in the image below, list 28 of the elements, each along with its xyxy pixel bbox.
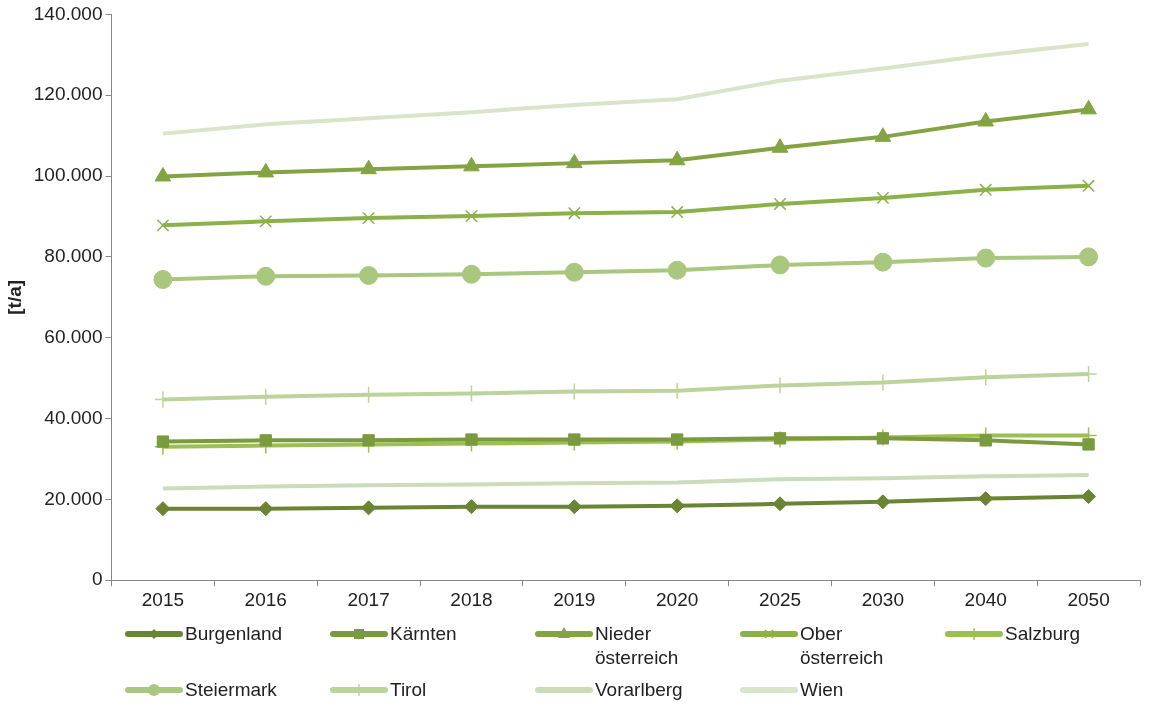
x-tick-label: 2017: [347, 588, 390, 610]
x-tick-label: 2030: [861, 588, 905, 610]
x-tick-label: 2016: [244, 588, 287, 610]
y-tick-label: 140.000: [33, 2, 103, 24]
x-tick-label: 2025: [758, 588, 802, 610]
legend-label: Wien: [800, 678, 845, 702]
legend-label: Tirol: [390, 678, 428, 702]
legend-label: Ober österreich: [800, 622, 885, 670]
legend-label: Burgenland: [185, 622, 284, 646]
y-tick-label: 120.000: [33, 83, 103, 105]
legend-label: Salzburg: [1005, 622, 1081, 646]
x-tick-label: 2019: [553, 588, 596, 610]
y-tick-label: 0: [91, 568, 103, 590]
x-tick-label: 2020: [656, 588, 699, 610]
legend-label: Nieder österreich: [595, 622, 680, 670]
x-tick-label: 2015: [141, 588, 185, 610]
y-tick-label: 40.000: [44, 406, 103, 428]
x-tick-label: 2050: [1067, 588, 1110, 610]
x-tick-label: 2040: [964, 588, 1007, 610]
y-axis-title: [t/a]: [3, 279, 25, 315]
y-tick-label: 80.000: [44, 245, 103, 267]
y-tick-label: 100.000: [33, 164, 103, 186]
y-tick-label: 60.000: [44, 325, 103, 347]
legend-label: Kärnten: [390, 622, 458, 646]
legend-label: Vorarlberg: [595, 678, 684, 702]
x-tick-label: 2018: [450, 588, 493, 610]
y-tick-label: 20.000: [44, 487, 103, 509]
legend-label: Steiermark: [185, 678, 278, 702]
